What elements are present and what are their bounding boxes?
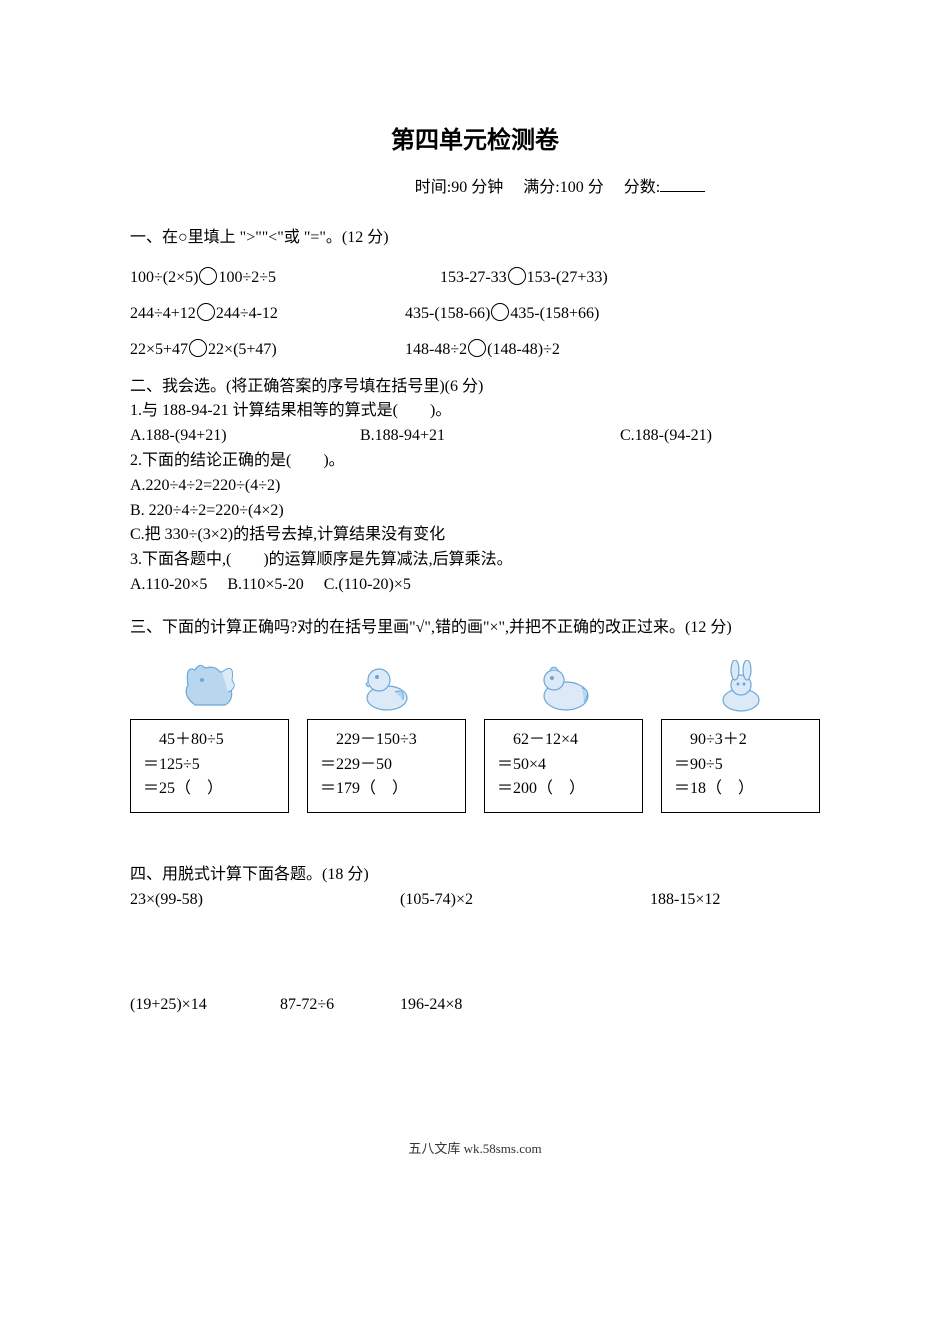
box2-line2: ＝229－50 bbox=[320, 753, 457, 778]
hen-icon bbox=[534, 660, 594, 715]
s1-r2-left-a: 244÷4+12 bbox=[130, 305, 196, 322]
box-1: 45＋80÷5 ＝125÷5 ＝25（ ） bbox=[130, 660, 289, 813]
compare-circle[interactable] bbox=[199, 267, 217, 285]
box3-line3: ＝200（ ） bbox=[497, 777, 634, 802]
duck-icon bbox=[357, 660, 417, 715]
s2-q1-choices: A.188-(94+21) B.188-94+21 C.188-(94-21) bbox=[130, 424, 820, 449]
box2-line3: ＝179（ ） bbox=[320, 777, 457, 802]
s1-r1-left-a: 100÷(2×5) bbox=[130, 269, 198, 286]
s2-q3-b: B.110×5-20 bbox=[227, 573, 303, 598]
calc-box-3: 62－12×4 ＝50×4 ＝200（ ） bbox=[484, 719, 643, 813]
calc-box-4: 90÷3＋2 ＝90÷5 ＝18（ ） bbox=[661, 719, 820, 813]
box1-line2: ＝125÷5 bbox=[143, 753, 280, 778]
section-3-heading: 三、下面的计算正确吗?对的在括号里画"√",错的画"×",并把不正确的改正过来。… bbox=[130, 612, 820, 644]
time-label: 时间: bbox=[415, 179, 451, 196]
s4-r1-a: 23×(99-58) bbox=[130, 888, 400, 913]
s4-r2-c: 196-24×8 bbox=[400, 993, 820, 1018]
s2-q3-a: A.110-20×5 bbox=[130, 573, 207, 598]
page-footer: 五八文库 wk.58sms.com bbox=[130, 1138, 820, 1157]
box3-line2: ＝50×4 bbox=[497, 753, 634, 778]
compare-circle[interactable] bbox=[508, 267, 526, 285]
s1-row-1: 100÷(2×5) 100÷2÷5 153-27-33 153-(27+33) bbox=[130, 267, 820, 287]
box4-line2: ＝90÷5 bbox=[674, 753, 811, 778]
box-2: 229－150÷3 ＝229－50 ＝179（ ） bbox=[307, 660, 466, 813]
section-2: 二、我会选。(将正确答案的序号填在括号里)(6 分) 1.与 188-94-21… bbox=[130, 375, 820, 598]
section-4-heading: 四、用脱式计算下面各题。(18 分) bbox=[130, 863, 820, 888]
compare-circle[interactable] bbox=[189, 339, 207, 357]
s1-r3-left-a: 22×5+47 bbox=[130, 341, 188, 358]
s1-r3-right-b: (148-48)÷2 bbox=[487, 341, 560, 358]
section-1: 一、在○里填上 ">""<"或 "="。(12 分) 100÷(2×5)100÷… bbox=[130, 225, 820, 359]
section-2-heading: 二、我会选。(将正确答案的序号填在括号里)(6 分) bbox=[130, 375, 820, 400]
rabbit-icon bbox=[711, 660, 771, 715]
calc-boxes-row: 45＋80÷5 ＝125÷5 ＝25（ ） 229－150÷3 ＝229－50 … bbox=[130, 660, 820, 813]
section-1-heading: 一、在○里填上 ">""<"或 "="。(12 分) bbox=[130, 225, 820, 251]
box1-line3: ＝25（ ） bbox=[143, 777, 280, 802]
compare-circle[interactable] bbox=[468, 339, 486, 357]
s2-q3-choices: A.110-20×5 B.110×5-20 C.(110-20)×5 bbox=[130, 573, 820, 598]
section-4: 四、用脱式计算下面各题。(18 分) 23×(99-58) (105-74)×2… bbox=[130, 863, 820, 1017]
page: 第四单元检测卷 时间:90 分钟 满分:100 分 分数: 一、在○里填上 ">… bbox=[0, 0, 950, 1197]
compare-circle[interactable] bbox=[197, 303, 215, 321]
s1-r2-right-b: 435-(158+66) bbox=[510, 305, 599, 322]
s2-q1-stem: 1.与 188-94-21 计算结果相等的算式是( )。 bbox=[130, 399, 820, 424]
score-blank[interactable] bbox=[660, 177, 705, 192]
exam-info: 时间:90 分钟 满分:100 分 分数: bbox=[300, 173, 820, 197]
s1-r2-right-a: 435-(158-66) bbox=[405, 305, 490, 322]
squirrel-icon bbox=[180, 660, 240, 715]
box3-line1: 62－12×4 bbox=[497, 728, 634, 753]
s1-r3-right-a: 148-48÷2 bbox=[405, 341, 467, 358]
s2-q1-a: A.188-(94+21) bbox=[130, 424, 360, 449]
calc-box-1: 45＋80÷5 ＝125÷5 ＝25（ ） bbox=[130, 719, 289, 813]
s2-q2-a: A.220÷4÷2=220÷(4÷2) bbox=[130, 474, 820, 499]
time-value: 90 分钟 bbox=[451, 179, 503, 196]
box4-line1: 90÷3＋2 bbox=[674, 728, 811, 753]
s4-r1-b: (105-74)×2 bbox=[400, 888, 650, 913]
s4-r1-c: 188-15×12 bbox=[650, 888, 820, 913]
compare-circle[interactable] bbox=[491, 303, 509, 321]
s2-q2-c: C.把 330÷(3×2)的括号去掉,计算结果没有变化 bbox=[130, 523, 820, 548]
s1-row-3: 22×5+47 22×(5+47) 148-48÷2 (148-48)÷2 bbox=[130, 339, 820, 359]
s2-q3-c: C.(110-20)×5 bbox=[324, 573, 411, 598]
s2-q2-b: B. 220÷4÷2=220÷(4×2) bbox=[130, 499, 820, 524]
box2-line1: 229－150÷3 bbox=[320, 728, 457, 753]
score-label: 分数: bbox=[624, 179, 660, 196]
calc-box-2: 229－150÷3 ＝229－50 ＝179（ ） bbox=[307, 719, 466, 813]
s4-r2-a: (19+25)×14 bbox=[130, 993, 280, 1018]
s1-r1-right-a: 153-27-33 bbox=[440, 269, 507, 286]
s1-r2-left-b: 244÷4-12 bbox=[216, 305, 278, 322]
s2-q3-stem: 3.下面各题中,( )的运算顺序是先算减法,后算乘法。 bbox=[130, 548, 820, 573]
box1-line1: 45＋80÷5 bbox=[143, 728, 280, 753]
box4-line3: ＝18（ ） bbox=[674, 777, 811, 802]
s4-row-2: (19+25)×14 87-72÷6 196-24×8 bbox=[130, 993, 820, 1018]
s1-r3-left-b: 22×(5+47) bbox=[208, 341, 277, 358]
s2-q1-c: C.188-(94-21) bbox=[620, 424, 820, 449]
s1-row-2: 244÷4+12244÷4-12 148-48÷2 435-(158-66)43… bbox=[130, 303, 820, 323]
fullmark-label: 满分: bbox=[523, 179, 559, 196]
box-4: 90÷3＋2 ＝90÷5 ＝18（ ） bbox=[661, 660, 820, 813]
section-3: 三、下面的计算正确吗?对的在括号里画"√",错的画"×",并把不正确的改正过来。… bbox=[130, 612, 820, 813]
s2-q1-b: B.188-94+21 bbox=[360, 424, 620, 449]
s4-row-1: 23×(99-58) (105-74)×2 188-15×12 bbox=[130, 888, 820, 913]
box-3: 62－12×4 ＝50×4 ＝200（ ） bbox=[484, 660, 643, 813]
s2-q2-stem: 2.下面的结论正确的是( )。 bbox=[130, 449, 820, 474]
fullmark-value: 100 分 bbox=[560, 179, 604, 196]
s1-r1-right-b: 153-(27+33) bbox=[527, 269, 608, 286]
s4-r2-b: 87-72÷6 bbox=[280, 993, 400, 1018]
s1-r1-left-b: 100÷2÷5 bbox=[218, 269, 276, 286]
exam-title: 第四单元检测卷 bbox=[130, 120, 820, 155]
